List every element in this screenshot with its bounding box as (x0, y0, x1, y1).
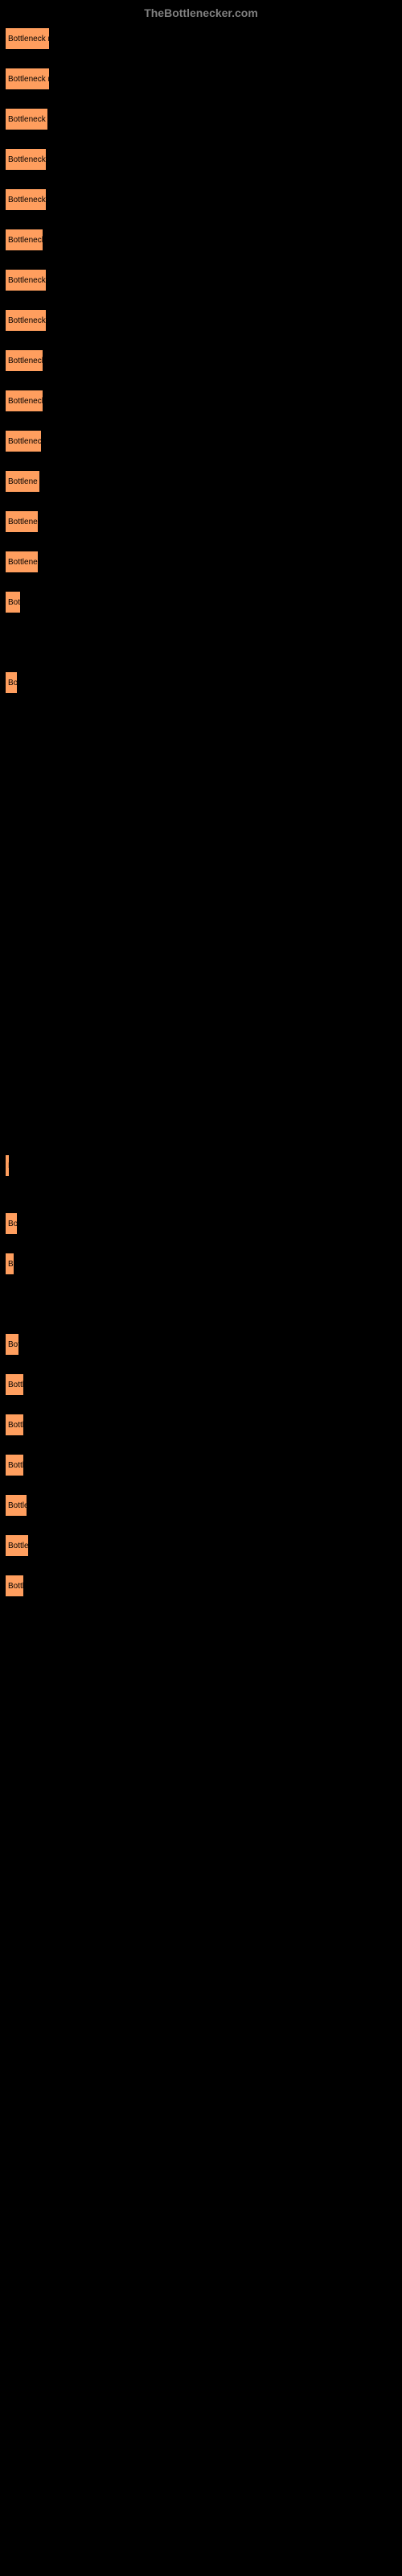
bar-row: Bo (5, 671, 397, 694)
bar-row: B (5, 1253, 397, 1275)
bar-row: Bottleneck (5, 229, 397, 251)
bar-label: Bottlene (8, 558, 38, 567)
bar-row: Bottleneck (5, 349, 397, 372)
bar-row: Bottl (5, 1575, 397, 1597)
bar-label: Bottleneck r (8, 196, 47, 204)
bar-row: Bottleneck re (5, 27, 397, 50)
bar[interactable]: Bottleneck r (5, 309, 47, 332)
bar[interactable]: Bottleneck (5, 229, 43, 251)
bar-label: Bottlen (8, 1542, 29, 1550)
bar-row: Bottl (5, 1414, 397, 1436)
bar-row: Bottleneck (5, 430, 397, 452)
bar[interactable]: Bottl (5, 1575, 24, 1597)
bar-label: Bot (8, 1220, 18, 1228)
bar[interactable]: Bottle (5, 1454, 24, 1476)
bar-label: Bottle (8, 1461, 24, 1470)
bar-label: B (8, 1260, 14, 1269)
bar-label: Bott (8, 598, 21, 607)
bar-chart: Bottleneck re Bottleneck re Bottleneck r Bo… (0, 27, 402, 1597)
bar[interactable]: Bottleneck (5, 349, 43, 372)
bar-label: Bottleneck re (8, 75, 50, 84)
bar-row: Bott (5, 591, 397, 613)
bar[interactable]: Bo (5, 671, 18, 694)
bar-label: Bottlene (8, 518, 38, 526)
bar-row: B (5, 1154, 397, 1177)
bar-row: Bottleneck r (5, 148, 397, 171)
bar-row: Bottleneck re (5, 68, 397, 90)
bar-row: Bottleneck r (5, 188, 397, 211)
bar-row: Bottleneck (5, 390, 397, 412)
bar-label: B (8, 1162, 10, 1170)
bar-label: Bottleneck (8, 437, 42, 446)
bar-row: Bottlen (5, 1494, 397, 1517)
bar-label: Bottleneck (8, 236, 43, 245)
bar[interactable]: Bottleneck r (5, 188, 47, 211)
bar-label: Bottleneck r (8, 276, 47, 285)
bar[interactable]: Bottleneck (5, 430, 42, 452)
bar[interactable]: Bottlene (5, 510, 39, 533)
bar-label: Bottleneck r (8, 316, 47, 325)
bar-label: Bot (8, 1340, 19, 1349)
bar-row: Bottleneck r (5, 269, 397, 291)
bar[interactable]: Bottleneck (5, 390, 43, 412)
bar[interactable]: Bottleneck r (5, 108, 48, 130)
bar[interactable]: Bottlen (5, 1534, 29, 1557)
bar[interactable]: Bottlen (5, 1494, 27, 1517)
bar[interactable]: Bot (5, 1212, 18, 1235)
bar-row: Bottleneck r (5, 108, 397, 130)
bar[interactable]: Bottlene (5, 551, 39, 573)
bar[interactable]: B (5, 1253, 14, 1275)
bar-label: Bottle (8, 1381, 24, 1389)
bar-label: Bottleneck re (8, 35, 50, 43)
bar-label: Bo (8, 679, 18, 687)
bar-label: Bottleneck (8, 357, 43, 365)
bar[interactable]: Bottlene (5, 470, 40, 493)
bar-row: Bottlene (5, 551, 397, 573)
bar-label: Bottlene (8, 477, 38, 486)
bar-row: Bottlene (5, 510, 397, 533)
bar-row: Bottleneck r (5, 309, 397, 332)
bar[interactable]: Bot (5, 1333, 19, 1356)
bar-row: Bot (5, 1212, 397, 1235)
bar[interactable]: Bottleneck r (5, 269, 47, 291)
site-name: TheBottlenecker.com (144, 6, 258, 19)
bar-row: Bottle (5, 1454, 397, 1476)
header: TheBottlenecker.com (0, 0, 402, 27)
bar-label: Bottl (8, 1582, 24, 1591)
bar-row: Bottle (5, 1373, 397, 1396)
bar-row: Bottlen (5, 1534, 397, 1557)
bar[interactable]: Bott (5, 591, 21, 613)
bar-label: Bottleneck (8, 397, 43, 406)
bar[interactable]: Bottleneck re (5, 68, 50, 90)
bar[interactable]: Bottleneck re (5, 27, 50, 50)
bar-label: Bottleneck r (8, 115, 48, 124)
bar-label: Bottl (8, 1421, 24, 1430)
bar[interactable]: Bottleneck r (5, 148, 47, 171)
bar-label: Bottleneck r (8, 155, 47, 164)
bar-row: Bottlene (5, 470, 397, 493)
bar[interactable]: B (5, 1154, 10, 1177)
bar[interactable]: Bottle (5, 1373, 24, 1396)
bar-label: Bottlen (8, 1501, 27, 1510)
bar-row: Bot (5, 1333, 397, 1356)
bar[interactable]: Bottl (5, 1414, 24, 1436)
